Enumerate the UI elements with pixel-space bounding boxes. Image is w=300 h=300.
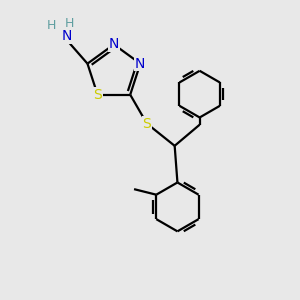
Text: N: N (109, 38, 119, 51)
Text: N: N (62, 29, 72, 43)
Text: S: S (93, 88, 102, 102)
Text: H: H (65, 16, 74, 30)
Text: H: H (47, 20, 57, 32)
Text: S: S (142, 117, 151, 130)
Text: N: N (135, 57, 146, 70)
